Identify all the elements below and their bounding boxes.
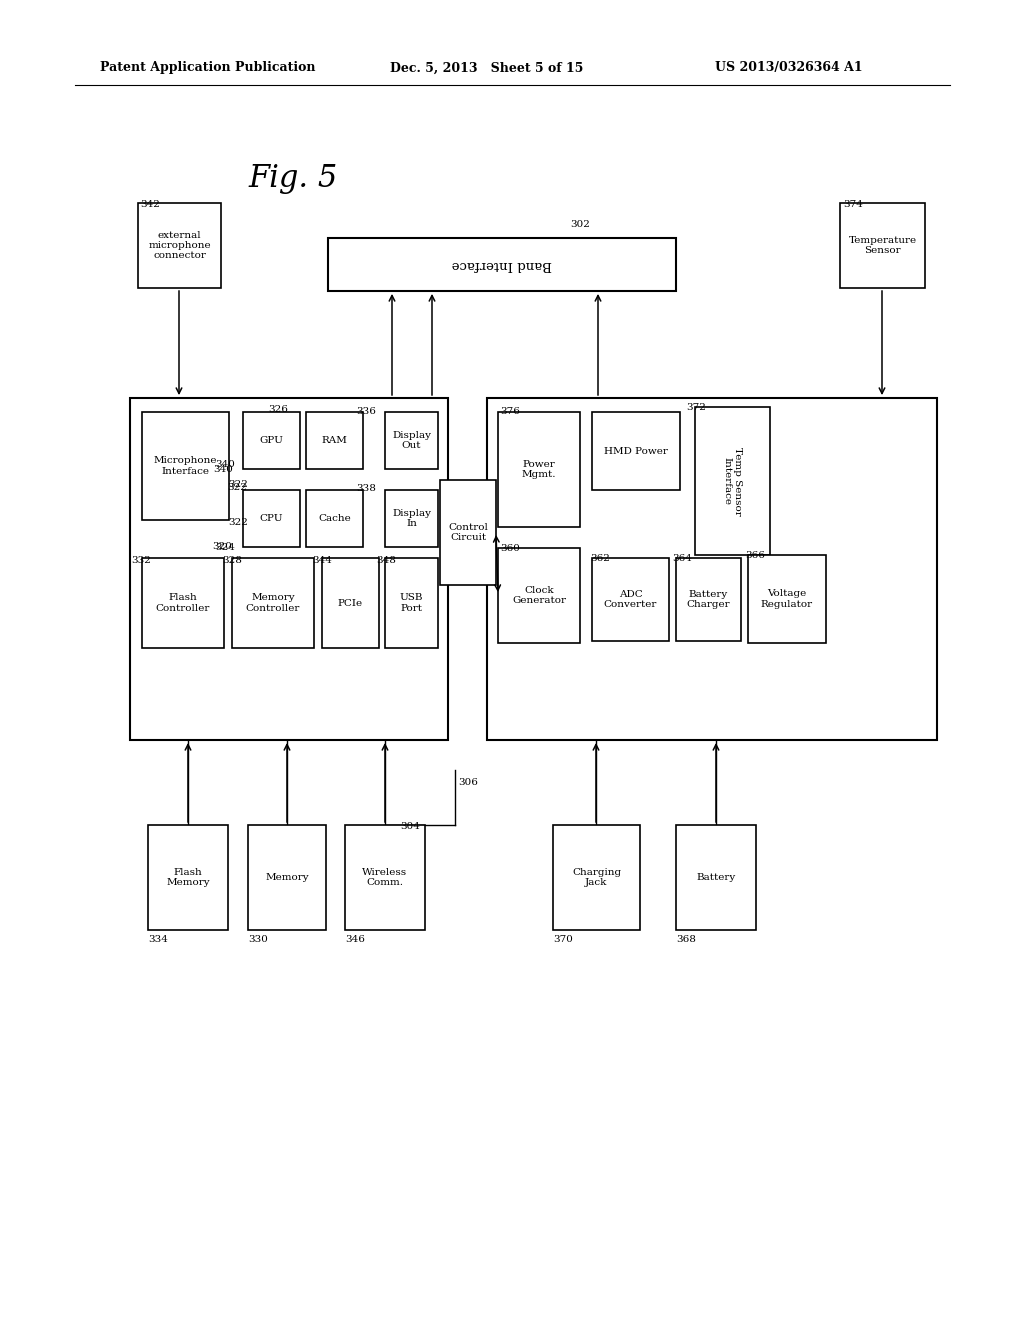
Text: Dec. 5, 2013   Sheet 5 of 15: Dec. 5, 2013 Sheet 5 of 15 (390, 62, 584, 74)
Bar (676, 825, 756, 931)
Text: 320: 320 (212, 543, 231, 550)
Bar (385, 490, 438, 546)
Text: 368: 368 (676, 935, 696, 944)
Text: Cache: Cache (318, 513, 351, 523)
Bar (306, 490, 362, 546)
Text: Display
Out: Display Out (392, 430, 431, 450)
Text: 326: 326 (268, 405, 288, 414)
Bar (498, 412, 580, 527)
Bar (440, 480, 496, 585)
Text: HMD Power: HMD Power (604, 446, 668, 455)
Bar (385, 412, 438, 469)
Bar (248, 825, 326, 931)
Text: 328: 328 (222, 556, 242, 565)
Text: 344: 344 (312, 556, 332, 565)
Text: 330: 330 (248, 935, 268, 944)
Text: 322: 322 (228, 517, 248, 527)
Text: 322: 322 (227, 483, 247, 492)
Text: 334: 334 (148, 935, 168, 944)
Text: Battery: Battery (696, 873, 735, 882)
Bar (306, 412, 362, 469)
Text: Power
Mgmt.: Power Mgmt. (522, 459, 556, 479)
Text: 364: 364 (672, 554, 692, 564)
Text: Memory
Controller: Memory Controller (246, 593, 300, 612)
Bar (243, 490, 300, 546)
Bar (138, 203, 221, 288)
Text: external
microphone
connector: external microphone connector (148, 231, 211, 260)
Text: 376: 376 (500, 407, 520, 416)
Text: Temp Sensor
Interface: Temp Sensor Interface (723, 446, 742, 515)
Text: 360: 360 (500, 544, 520, 553)
Text: Battery
Charger: Battery Charger (687, 590, 730, 610)
Text: RAM: RAM (322, 436, 347, 445)
Bar (748, 554, 826, 643)
Text: 340: 340 (215, 459, 234, 469)
Text: 304: 304 (400, 822, 420, 832)
Text: 370: 370 (553, 935, 572, 944)
Text: Microphone
Interface: Microphone Interface (154, 457, 217, 475)
Text: 348: 348 (376, 556, 396, 565)
Text: Clock
Generator: Clock Generator (512, 586, 566, 605)
Text: 324: 324 (215, 543, 234, 552)
Bar (487, 399, 937, 741)
Text: GPU: GPU (259, 436, 284, 445)
Bar (840, 203, 925, 288)
Bar (142, 412, 229, 520)
Text: 332: 332 (131, 556, 151, 565)
Text: Memory: Memory (265, 873, 309, 882)
Text: Temperature
Sensor: Temperature Sensor (849, 236, 916, 255)
Bar (232, 558, 314, 648)
Bar (130, 399, 449, 741)
Bar (328, 238, 676, 290)
Text: US 2013/0326364 A1: US 2013/0326364 A1 (715, 62, 862, 74)
Text: USB
Port: USB Port (399, 593, 423, 612)
Text: Fig. 5: Fig. 5 (248, 162, 337, 194)
Bar (592, 412, 680, 490)
Text: CPU: CPU (260, 513, 284, 523)
Bar (148, 825, 228, 931)
Bar (592, 558, 669, 642)
Bar (243, 412, 300, 469)
Text: 372: 372 (686, 403, 706, 412)
Text: 306: 306 (458, 777, 478, 787)
Bar (322, 558, 379, 648)
Bar (676, 558, 741, 642)
Text: Control
Circuit: Control Circuit (449, 523, 488, 543)
Bar (385, 558, 438, 648)
Bar (553, 825, 640, 931)
Text: Flash
Controller: Flash Controller (156, 593, 210, 612)
Text: Display
In: Display In (392, 508, 431, 528)
Text: Charging
Jack: Charging Jack (572, 867, 622, 887)
Text: ADC
Converter: ADC Converter (604, 590, 657, 610)
Text: 342: 342 (140, 201, 160, 209)
Text: Flash
Memory: Flash Memory (166, 867, 210, 887)
Text: 302: 302 (570, 220, 590, 228)
Text: Voltage
Regulator: Voltage Regulator (761, 589, 813, 609)
Text: Wireless
Comm.: Wireless Comm. (362, 867, 408, 887)
Bar (498, 548, 580, 643)
Text: PCIe: PCIe (338, 598, 364, 607)
Text: 374: 374 (843, 201, 863, 209)
Bar (695, 407, 770, 554)
Text: 322: 322 (228, 480, 248, 488)
Text: Patent Application Publication: Patent Application Publication (100, 62, 315, 74)
Text: 340: 340 (213, 465, 232, 474)
Text: 346: 346 (345, 935, 365, 944)
Bar (345, 825, 425, 931)
Text: Band Interface: Band Interface (452, 257, 552, 271)
Text: 362: 362 (590, 554, 610, 564)
Text: 366: 366 (745, 550, 765, 560)
Text: 338: 338 (356, 484, 376, 492)
Text: 336: 336 (356, 407, 376, 416)
Bar (142, 558, 224, 648)
